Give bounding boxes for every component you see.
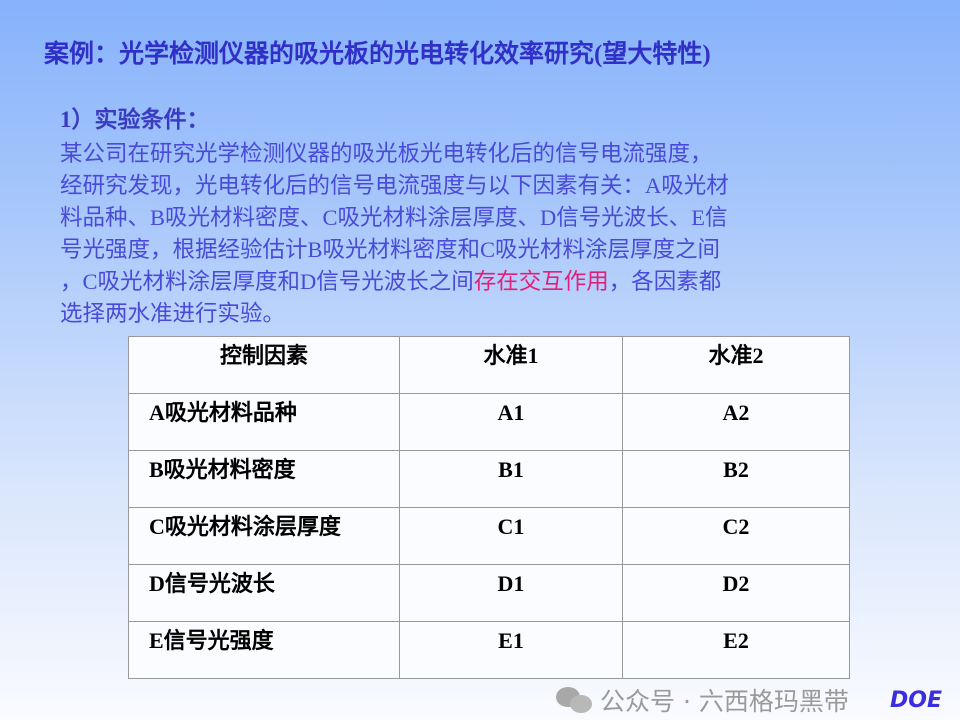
- level-cell: A1: [399, 393, 623, 451]
- table-row: C吸光材料涂层厚度 C1 C2: [128, 507, 850, 565]
- factor-cell: D信号光波长: [128, 564, 400, 622]
- paragraph-text: ，C吸光材料涂层厚度和D信号光波长之间: [60, 269, 474, 294]
- watermark: 公众号 · 六西格玛黑带: [556, 682, 849, 718]
- paragraph-text: ，各因素都: [608, 269, 722, 294]
- level-cell: C2: [622, 507, 850, 565]
- factor-cell: E信号光强度: [128, 621, 400, 679]
- experiment-description: 某公司在研究光学检测仪器的吸光板光电转化后的信号电流强度， 经研究发现，光电转化…: [60, 138, 860, 330]
- level-cell: A2: [622, 393, 850, 451]
- paragraph-line: ，C吸光材料涂层厚度和D信号光波长之间存在交互作用，各因素都: [60, 266, 860, 298]
- table-row: E信号光强度 E1 E2: [128, 621, 850, 679]
- factor-cell: A吸光材料品种: [128, 393, 400, 451]
- slide-title: 案例：光学检测仪器的吸光板的光电转化效率研究(望大特性): [44, 41, 711, 68]
- level-cell: B2: [622, 450, 850, 508]
- header-cell: 控制因素: [128, 336, 400, 394]
- paragraph-line: 选择两水准进行实验。: [60, 301, 286, 326]
- table-row: A吸光材料品种 A1 A2: [128, 393, 850, 451]
- section-heading: 1）实验条件：: [60, 107, 210, 132]
- table-header-row: 控制因素 水准1 水准2: [128, 336, 850, 394]
- header-cell: 水准2: [622, 336, 850, 394]
- factor-level-table: 控制因素 水准1 水准2 A吸光材料品种 A1 A2 B吸光材料密度 B1 B2 C吸光材料…: [128, 336, 850, 679]
- interaction-highlight: 存在交互作用: [473, 269, 609, 294]
- watermark-text: 公众号 · 六西格玛黑带: [600, 687, 849, 716]
- level-cell: C1: [399, 507, 623, 565]
- paragraph-line: 经研究发现，光电转化后的信号电流强度与以下因素有关：A吸光材: [60, 173, 729, 198]
- level-cell: D1: [399, 564, 623, 622]
- paragraph-line: 某公司在研究光学检测仪器的吸光板光电转化后的信号电流强度，: [60, 141, 713, 166]
- wechat-icon: [556, 687, 592, 713]
- factor-cell: C吸光材料涂层厚度: [128, 507, 400, 565]
- level-cell: B1: [399, 450, 623, 508]
- factor-cell: B吸光材料密度: [128, 450, 400, 508]
- table-row: B吸光材料密度 B1 B2: [128, 450, 850, 508]
- level-cell: E2: [622, 621, 850, 679]
- paragraph-line: 号光强度，根据经验估计B吸光材料密度和C吸光材料涂层厚度之间: [60, 237, 721, 262]
- table-row: D信号光波长 D1 D2: [128, 564, 850, 622]
- doe-logo: DOE: [890, 688, 942, 713]
- header-cell: 水准1: [399, 336, 623, 394]
- level-cell: D2: [622, 564, 850, 622]
- level-cell: E1: [399, 621, 623, 679]
- paragraph-line: 料品种、B吸光材料密度、C吸光材料涂层厚度、D信号光波长、E信: [60, 205, 728, 230]
